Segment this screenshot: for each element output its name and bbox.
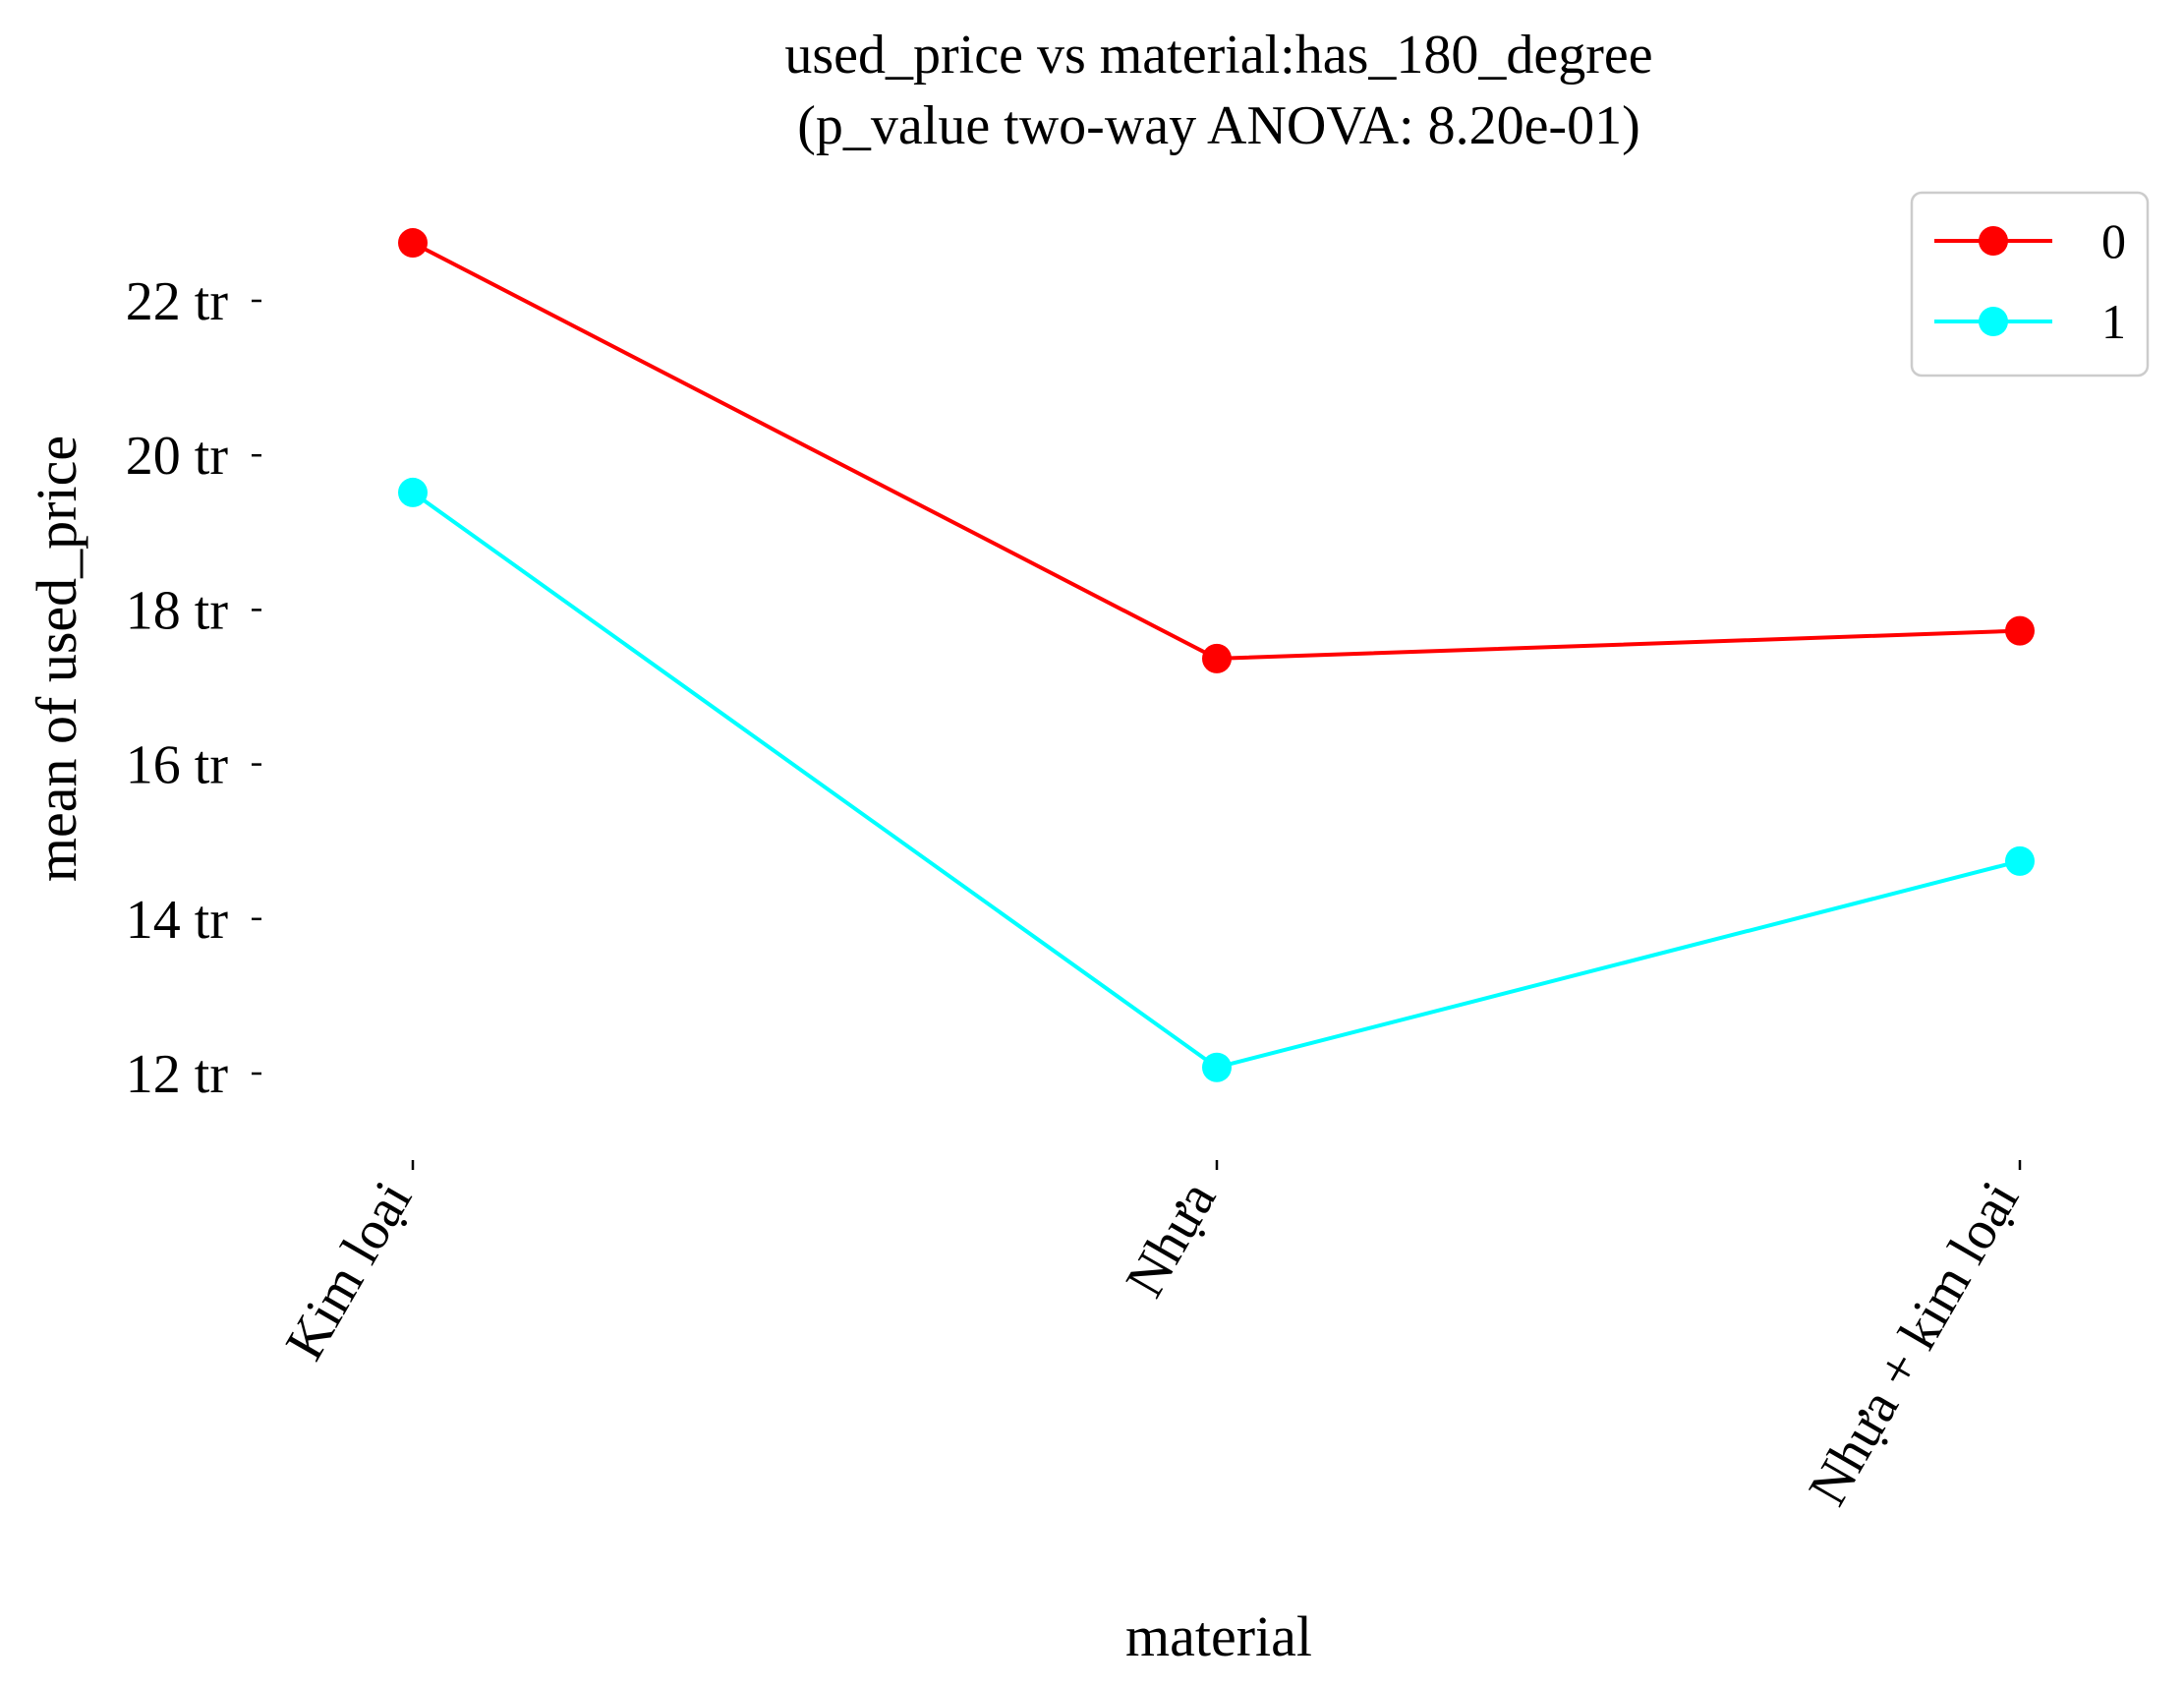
chart-subtitle: (p_value two-way ANOVA: 8.20e-01) bbox=[797, 95, 1639, 156]
x-tick-label: Kim loại bbox=[274, 1172, 424, 1370]
legend-box bbox=[1910, 191, 2150, 378]
x-tick-label: Nhựa bbox=[1115, 1171, 1229, 1307]
x-axis-label: material bbox=[1125, 1604, 1312, 1668]
series-1-point bbox=[2005, 845, 2035, 876]
series-0-point bbox=[2005, 615, 2035, 646]
y-tick-label: 16 tr bbox=[126, 735, 229, 796]
legend-entries: 01 bbox=[1934, 213, 2126, 349]
legend: 01 bbox=[1910, 191, 2150, 378]
y-tick-label: 12 tr bbox=[126, 1044, 229, 1105]
y-axis-label: mean of used_price bbox=[25, 436, 88, 882]
y-tick-label: 20 tr bbox=[126, 426, 229, 487]
y-tick-label: 14 tr bbox=[126, 890, 229, 951]
legend-1-label: 1 bbox=[2101, 294, 2126, 349]
legend-0-label: 0 bbox=[2101, 213, 2126, 268]
series-1-point bbox=[398, 477, 428, 507]
series-0-line bbox=[412, 241, 2021, 661]
y-axis: 12 tr 14 tr 16 tr 18 tr 20 tr 22 tr bbox=[126, 271, 261, 1105]
y-tick-label: 22 tr bbox=[126, 271, 229, 332]
x-tick-label: Nhựa + kim loại bbox=[1797, 1172, 2031, 1516]
series-layer bbox=[398, 228, 2035, 1082]
y-tick-label: 18 tr bbox=[126, 580, 229, 641]
series-0-point bbox=[398, 228, 428, 259]
series-1-point bbox=[1202, 1052, 1232, 1082]
series-1-line bbox=[411, 491, 2021, 1070]
series-0-point bbox=[1202, 643, 1232, 673]
chart-title-group: used_price vs material:has_180_degree (p… bbox=[784, 25, 1652, 156]
x-axis: Kim loại Nhựa Nhựa + kim loại bbox=[274, 1160, 2031, 1515]
legend-1-marker bbox=[1979, 307, 2008, 336]
chart-title: used_price vs material:has_180_degree bbox=[784, 25, 1652, 86]
legend-0-marker bbox=[1979, 226, 2008, 256]
